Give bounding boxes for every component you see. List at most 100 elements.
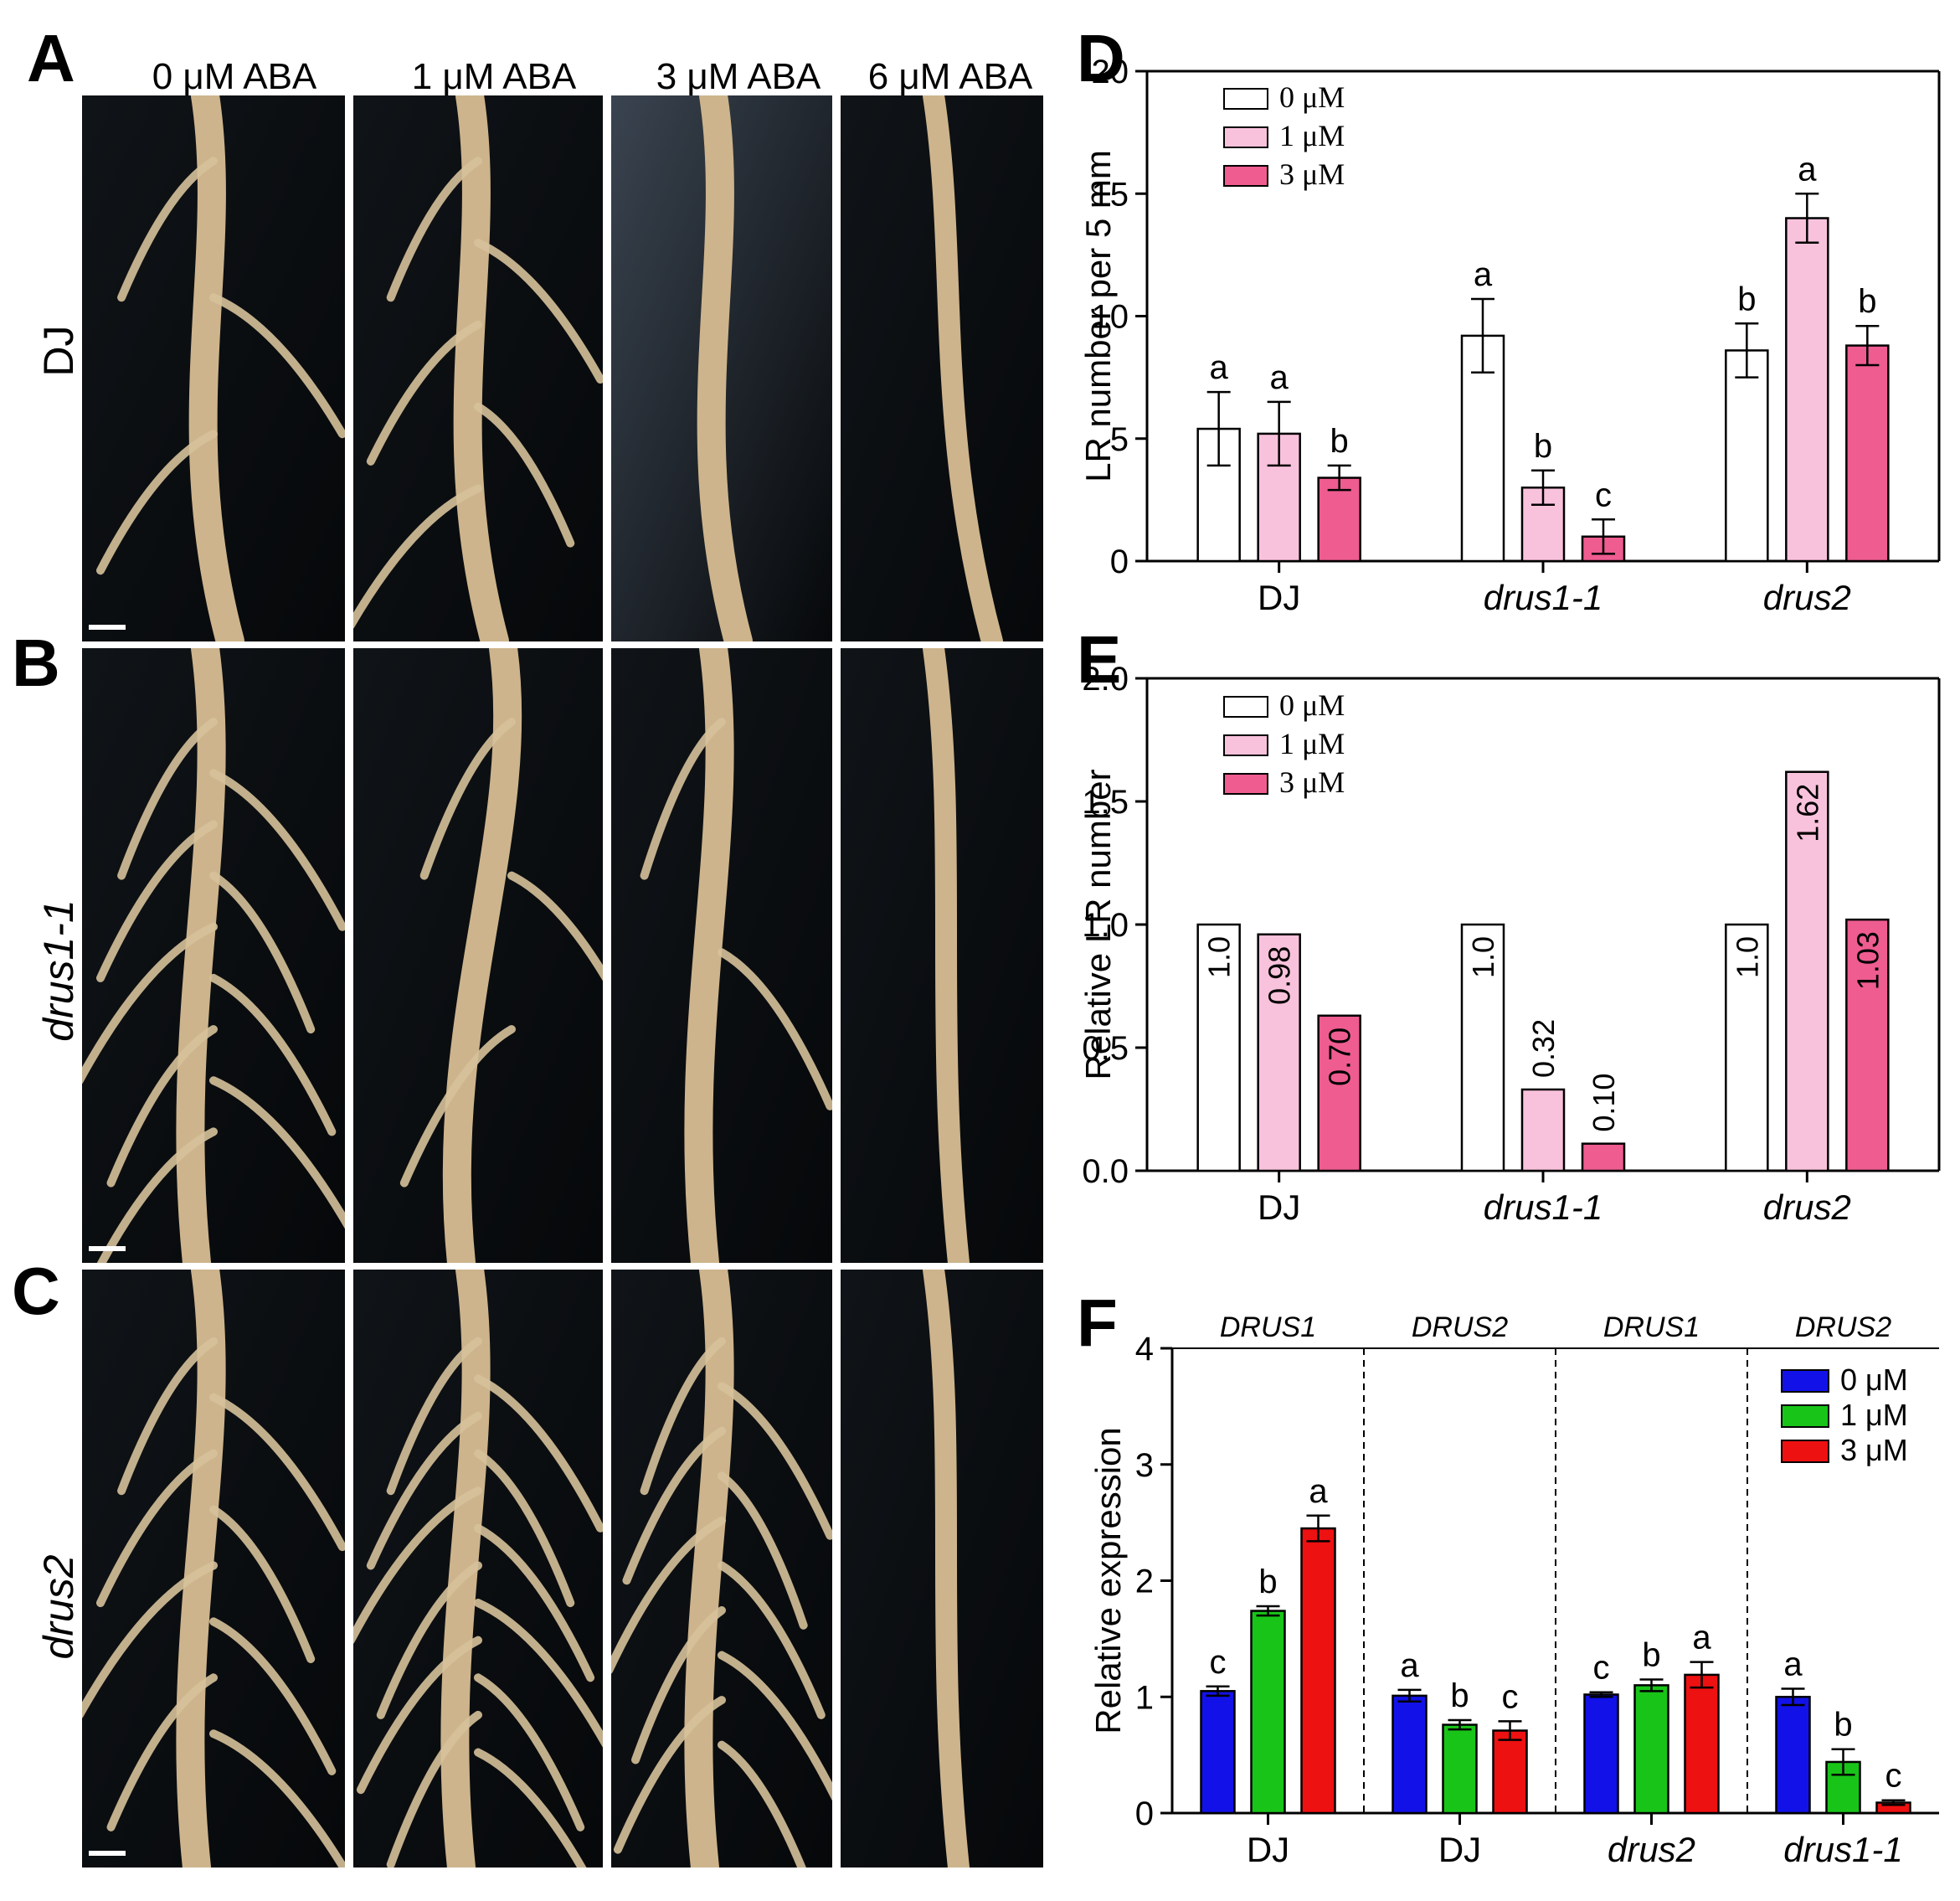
bar: [1684, 1673, 1720, 1815]
x-tick-label: drus1-1: [1484, 1187, 1602, 1227]
bar: [1845, 918, 1890, 1172]
y-tick-label: 1.5: [1082, 784, 1129, 821]
significance-letter: a: [1474, 256, 1493, 293]
bar: [1492, 1729, 1528, 1815]
bar: [1581, 1142, 1626, 1172]
significance-letter: a: [1309, 1473, 1328, 1510]
root-photo-drus2-6um: [841, 1270, 1043, 1868]
x-tick-label: DJ: [1438, 1830, 1481, 1869]
legend-swatch: [1223, 88, 1268, 110]
x-tick-label: drus2: [1763, 578, 1851, 617]
bar: [1725, 349, 1769, 563]
root-photo-dj-0um: [82, 95, 345, 641]
significance-letter: c: [1210, 1644, 1227, 1681]
bar: [1520, 1088, 1566, 1172]
y-tick-label: 0: [1110, 544, 1129, 580]
y-tick-label: 0.0: [1082, 1153, 1129, 1190]
x-tick-label: drus2: [1608, 1830, 1695, 1869]
significance-letter: a: [1798, 151, 1817, 188]
bar: [1845, 344, 1890, 563]
significance-letter: c: [1885, 1758, 1902, 1795]
significance-letter: b: [1642, 1636, 1660, 1673]
bar-value-label: 1.62: [1790, 784, 1824, 842]
y-tick-label: 1: [1135, 1679, 1154, 1716]
bar: [1317, 1014, 1361, 1172]
bar-value-label: 1.03: [1850, 931, 1885, 990]
legend-label: 3 μM: [1279, 157, 1345, 191]
gene-group-label: DRUS1: [1220, 1311, 1316, 1343]
legend-label: 1 μM: [1279, 727, 1345, 760]
bar: [1583, 1693, 1619, 1815]
bar: [1257, 933, 1301, 1172]
bar: [1392, 1694, 1428, 1815]
row-label-dj: DJ: [35, 325, 82, 377]
x-tick-label: DJ: [1258, 578, 1300, 617]
bar-value-label: 1.0: [1466, 936, 1500, 978]
significance-letter: c: [1595, 477, 1612, 513]
legend-label: 3 μM: [1279, 765, 1345, 799]
significance-letter: c: [1593, 1650, 1610, 1687]
bar-value-label: 0.70: [1323, 1028, 1357, 1086]
bar-value-label: 0.10: [1587, 1074, 1621, 1132]
significance-letter: b: [1450, 1677, 1469, 1714]
bar: [1317, 477, 1361, 563]
row-label-drus2: drus2: [35, 1554, 82, 1660]
y-tick-label: 4: [1135, 1331, 1154, 1368]
root-photo-drus2-3um: [611, 1270, 832, 1868]
significance-letter: a: [1692, 1620, 1711, 1656]
bar: [1200, 1690, 1236, 1815]
legend-swatch: [1781, 1369, 1829, 1393]
panel-label-c: C: [12, 1254, 60, 1328]
significance-letter: b: [1834, 1707, 1852, 1744]
x-tick-label: drus1-1: [1484, 578, 1602, 617]
significance-letter: c: [1502, 1678, 1519, 1715]
legend-label: 3 μM: [1840, 1433, 1908, 1467]
gene-group-label: DRUS2: [1795, 1311, 1891, 1343]
significance-letter: b: [1534, 428, 1552, 465]
x-tick-label: drus2: [1763, 1187, 1851, 1227]
y-tick-label: 0: [1135, 1795, 1154, 1832]
y-tick-label: 15: [1092, 176, 1129, 213]
significance-letter: a: [1210, 349, 1229, 386]
panel-label-e: E: [1077, 622, 1122, 697]
root-photo-drus1-1-0um: [82, 648, 345, 1263]
root-photo-drus2-1um: [353, 1270, 603, 1868]
root-photo-drus1-1-6um: [841, 648, 1043, 1263]
bar: [1196, 923, 1241, 1172]
bar-value-label: 0.98: [1263, 946, 1297, 1005]
bar: [1633, 1684, 1669, 1815]
bar-value-label: 1.0: [1202, 936, 1237, 978]
y-axis-label: LR number per 5 mm: [1080, 150, 1118, 482]
root-photo-dj-6um: [841, 95, 1043, 641]
x-tick-label: DJ: [1258, 1187, 1300, 1227]
legend-swatch: [1781, 1440, 1829, 1463]
y-tick-label: 5: [1110, 421, 1129, 458]
chart-e-relative-lr-number: 0.0 0.5 1.0 1.5 2.0 Relative LR number DJ 1.0 0.…: [1080, 661, 1941, 1227]
legend-label: 0 μM: [1279, 688, 1345, 722]
column-title-6um: 6 μM ABA: [867, 56, 1033, 97]
y-tick-label: 2: [1135, 1564, 1154, 1600]
bar: [1775, 1696, 1811, 1815]
x-tick-label: DJ: [1247, 1830, 1289, 1869]
y-tick-label: 10: [1092, 299, 1129, 336]
chart-d-lr-number: 0 5 10 15 20 LR number per 5 mm DJ a a b drus1-1 a b…: [1080, 54, 1941, 617]
root-photo-dj-3um: [611, 95, 832, 641]
y-tick-label: 2.0: [1082, 661, 1129, 698]
bar-value-label: 1.0: [1730, 936, 1764, 978]
root-photo-drus2-0um: [82, 1270, 345, 1868]
y-axis-label: Relative LR number: [1080, 769, 1118, 1079]
scale-bar: [89, 1851, 126, 1856]
significance-letter: a: [1783, 1646, 1803, 1683]
bar: [1785, 770, 1829, 1172]
bar-value-label: 0.32: [1526, 1019, 1561, 1078]
bar: [1785, 217, 1829, 563]
legend-label: 0 μM: [1279, 80, 1345, 114]
column-title-1um: 1 μM ABA: [411, 56, 577, 97]
bar: [1725, 923, 1769, 1172]
bar: [1520, 487, 1566, 563]
legend-swatch: [1223, 773, 1268, 795]
significance-letter: a: [1270, 359, 1289, 396]
legend-swatch: [1223, 696, 1268, 718]
